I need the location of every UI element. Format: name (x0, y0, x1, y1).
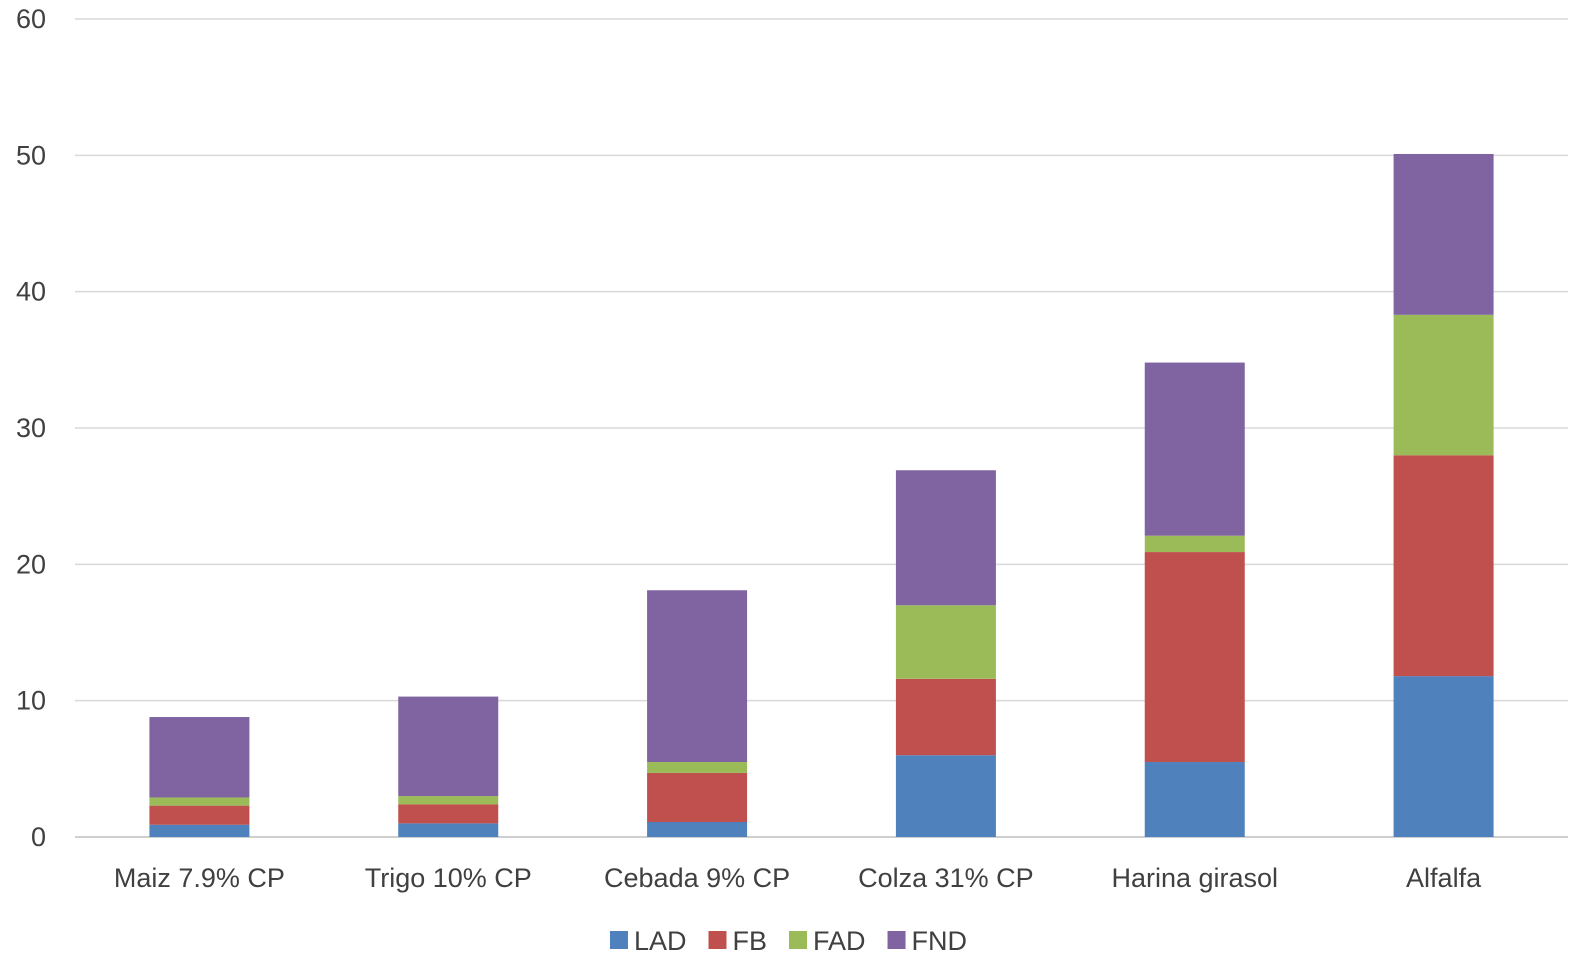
bar-stack (647, 590, 748, 837)
legend-item-fnd: FND (887, 926, 968, 956)
legend-swatch (789, 931, 808, 949)
y-tick-label: 0 (31, 822, 46, 852)
bar-segment-fnd (1393, 153, 1494, 315)
legend-label: LAD (634, 926, 687, 956)
x-tick-label: Alfalfa (1406, 863, 1482, 893)
bar-segment-fb (149, 805, 250, 825)
legend-swatch (609, 931, 628, 949)
legend: LAD FB FAD FND (609, 926, 968, 956)
bar-segment-fad (647, 762, 748, 773)
bar-segment-fnd (647, 590, 748, 763)
bar-stack (149, 717, 250, 837)
gridlines (75, 18, 1568, 838)
bar-segment-fad (895, 605, 996, 679)
bar-segment-fad (149, 797, 250, 806)
bar-segment-lad (1144, 762, 1245, 837)
y-axis-ticks: 0 10 20 30 40 50 60 (16, 4, 46, 852)
x-axis-ticks: Maiz 7.9% CP Trigo 10% CP Cebada 9% CP Colz… (114, 863, 1482, 893)
legend-swatch (708, 931, 727, 949)
bar-segment-lad (398, 823, 499, 837)
bar-segment-lad (895, 755, 996, 837)
x-tick-label: Maiz 7.9% CP (114, 863, 285, 893)
bar-segment-fb (1144, 552, 1245, 763)
y-tick-label: 10 (16, 686, 46, 716)
bar-segment-lad (149, 824, 250, 837)
bar-segment-fb (647, 772, 748, 823)
bar-segment-fb (895, 678, 996, 756)
legend-swatch (887, 931, 906, 949)
legend-item-fad: FAD (789, 926, 866, 956)
bar-segment-lad (647, 822, 748, 837)
bar-segment-fnd (149, 717, 250, 798)
x-tick-label: Harina girasol (1111, 863, 1278, 893)
bar-segment-fad (1393, 314, 1494, 456)
x-tick-label: Cebada 9% CP (604, 863, 790, 893)
bar-segment-fnd (895, 470, 996, 606)
bar-segment-fb (1393, 455, 1494, 677)
bar-segment-fad (1144, 535, 1245, 553)
bars (149, 153, 1494, 837)
bar-segment-fb (398, 804, 499, 824)
y-tick-label: 40 (16, 277, 46, 307)
x-tick-label: Trigo 10% CP (365, 863, 532, 893)
legend-item-lad: LAD (609, 926, 687, 956)
legend-label: FND (912, 926, 968, 956)
bar-stack (398, 696, 499, 837)
x-tick-label: Colza 31% CP (858, 863, 1034, 893)
bar-segment-fnd (1144, 362, 1245, 536)
bar-stack (1393, 153, 1494, 837)
bar-segment-lad (1393, 676, 1494, 837)
legend-label: FB (733, 926, 768, 956)
y-tick-label: 30 (16, 413, 46, 443)
y-tick-label: 20 (16, 549, 46, 579)
bar-stack (1144, 362, 1245, 837)
y-tick-label: 60 (16, 4, 46, 34)
bar-stack (895, 470, 996, 837)
legend-item-fb: FB (708, 926, 768, 956)
legend-label: FAD (813, 926, 866, 956)
bar-segment-fnd (398, 696, 499, 797)
bar-segment-fad (398, 796, 499, 805)
y-tick-label: 50 (16, 140, 46, 170)
